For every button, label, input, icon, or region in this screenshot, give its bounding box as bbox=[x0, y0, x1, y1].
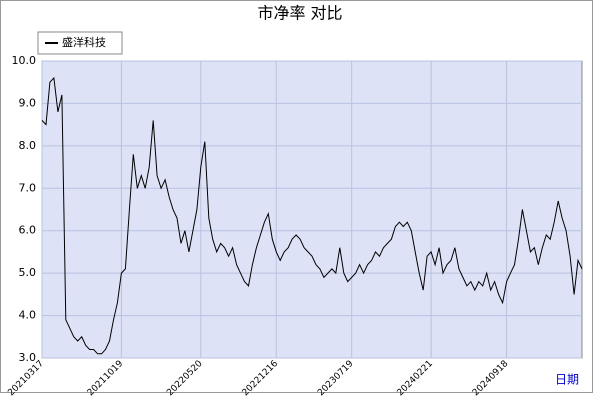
y-tick-label: 9.0 bbox=[19, 96, 37, 109]
legend-box bbox=[37, 31, 123, 55]
y-tick-label: 4.0 bbox=[19, 309, 37, 322]
data-line bbox=[41, 76, 583, 355]
chart-title: 市净率 对比 bbox=[257, 4, 342, 23]
plot-area bbox=[41, 60, 583, 359]
x-axis-label: 日期 bbox=[555, 373, 579, 387]
y-tick-label: 10.0 bbox=[12, 54, 37, 67]
y-tick-label: 6.0 bbox=[19, 224, 37, 237]
y-tick-label: 5.0 bbox=[19, 266, 37, 279]
legend-label: 盛洋科技 bbox=[62, 35, 106, 49]
y-tick-label: 3.0 bbox=[19, 351, 37, 364]
y-tick-label: 8.0 bbox=[19, 139, 37, 152]
y-tick-label: 7.0 bbox=[19, 181, 37, 194]
legend: 盛洋科技 bbox=[37, 31, 123, 55]
